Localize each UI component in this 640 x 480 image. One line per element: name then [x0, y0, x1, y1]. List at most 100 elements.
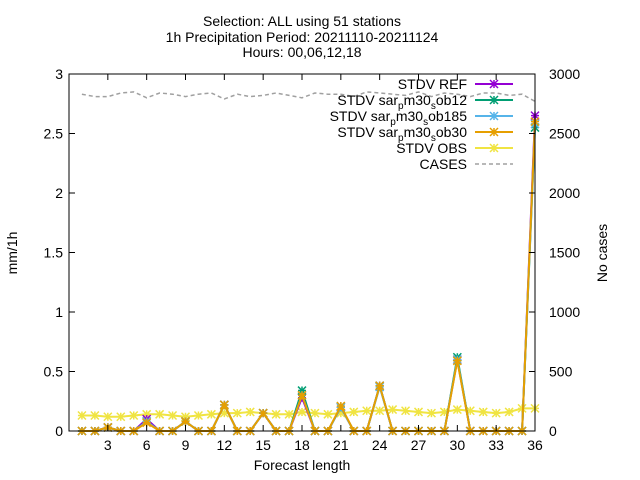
- x-tick-label: 30: [450, 437, 466, 453]
- data-point: [491, 408, 501, 418]
- y2-tick-label: 2000: [549, 185, 580, 201]
- x-tick-label: 33: [488, 437, 504, 453]
- title-line-2: 1h Precipitation Period: 20211110-202111…: [166, 29, 439, 45]
- legend-entry: STDV REF: [398, 76, 513, 92]
- data-point: [258, 408, 268, 418]
- y-tick-label: 3: [55, 66, 63, 82]
- data-point: [297, 386, 307, 396]
- data-point: [336, 401, 346, 411]
- y2-axis-label: No cases: [594, 224, 610, 282]
- x-tick-label: 27: [411, 437, 427, 453]
- data-point: [375, 381, 385, 391]
- legend-entry: STDV sarpm30sob30: [337, 124, 513, 144]
- data-point: [489, 111, 499, 121]
- legend-label: STDV OBS: [396, 140, 467, 156]
- y2-tick-label: 1000: [549, 304, 580, 320]
- legend-label: STDV REF: [398, 76, 467, 92]
- series-line: [81, 121, 536, 432]
- data-point: [116, 412, 126, 422]
- data-point: [413, 407, 424, 417]
- legend-label: STDV sarpm30sob185: [330, 108, 468, 128]
- data-point: [349, 407, 359, 417]
- data-point: [489, 79, 499, 89]
- y2-tick-label: 0: [549, 423, 557, 439]
- data-point: [219, 408, 229, 418]
- data-point: [310, 408, 320, 418]
- y2-tick-label: 1500: [549, 245, 580, 261]
- series-stdv-sar-pm30-sob12: [77, 123, 540, 436]
- x-tick-label: 3: [104, 437, 112, 453]
- legend-label: STDV sarpm30sob30: [337, 124, 467, 144]
- data-point: [388, 405, 398, 415]
- legend-label: STDV sarpm30sob12: [337, 92, 467, 112]
- series-cases: [81, 91, 536, 103]
- y-tick-label: 1: [55, 304, 63, 320]
- series-line: [81, 91, 536, 103]
- y2-tick-label: 2500: [549, 126, 580, 142]
- data-point: [219, 400, 229, 410]
- data-point: [439, 407, 449, 417]
- y-tick-label: 2.5: [44, 126, 64, 142]
- x-tick-label: 12: [217, 437, 233, 453]
- data-point: [297, 390, 307, 400]
- axis-layer: 3 6 9 12 15 18 21 24 27 30 33 3600.511.522.53050010…: [44, 66, 581, 453]
- x-tick-label: 24: [372, 437, 388, 453]
- x-tick-label: 15: [255, 437, 271, 453]
- data-point: [180, 416, 191, 427]
- data-point: [206, 409, 216, 419]
- series-stdv-sar-pm30-sob30: [77, 117, 540, 436]
- y-tick-label: 2: [55, 185, 63, 201]
- data-point: [245, 407, 255, 417]
- title-line-1: Selection: ALL using 51 stations: [203, 13, 401, 29]
- x-tick-label: 21: [333, 437, 349, 453]
- data-point: [323, 409, 333, 419]
- y-tick-label: 0.5: [44, 364, 64, 380]
- data-point: [142, 409, 152, 419]
- data-point: [478, 407, 488, 417]
- legend-entry: STDV OBS: [396, 140, 513, 156]
- legend-entry: CASES: [420, 156, 513, 172]
- series-layer: [77, 91, 540, 436]
- data-point: [180, 412, 191, 422]
- data-point: [77, 410, 87, 421]
- data-point: [168, 410, 178, 421]
- data-point: [426, 408, 436, 418]
- chart-title: Selection: ALL using 51 stations 1h Prec…: [166, 13, 439, 60]
- series-stdv-ref: [77, 111, 540, 436]
- data-point: [103, 412, 113, 422]
- data-point: [142, 418, 152, 428]
- data-point: [489, 127, 499, 137]
- data-point: [489, 143, 499, 153]
- x-axis-label: Forecast length: [254, 457, 351, 473]
- data-point: [271, 409, 281, 419]
- data-point: [336, 408, 346, 418]
- legend-label: CASES: [420, 156, 467, 172]
- y2-tick-label: 3000: [549, 66, 580, 82]
- x-tick-label: 9: [182, 437, 190, 453]
- series-line: [81, 123, 536, 432]
- data-point: [232, 408, 242, 418]
- y-tick-label: 0: [55, 423, 63, 439]
- data-point: [401, 406, 411, 416]
- legend-entry: STDV sarpm30sob12: [337, 92, 513, 112]
- data-point: [193, 410, 203, 421]
- title-line-3: Hours: 00,06,12,18: [242, 44, 361, 60]
- x-tick-label: 18: [294, 437, 310, 453]
- data-point: [155, 409, 165, 419]
- y2-tick-label: 500: [549, 364, 573, 380]
- data-point: [452, 356, 462, 366]
- x-tick-label: 36: [527, 437, 543, 453]
- series-line: [81, 127, 536, 432]
- series-stdv-sar-pm30-sob185: [77, 119, 540, 436]
- data-point: [297, 407, 307, 417]
- data-point: [284, 409, 294, 419]
- data-point: [362, 406, 372, 416]
- y-axis-label: mm/1h: [4, 232, 20, 275]
- data-point: [90, 410, 100, 421]
- data-point: [375, 406, 385, 416]
- series-line: [81, 115, 536, 432]
- y-tick-label: 1.5: [44, 245, 64, 261]
- data-point: [452, 405, 462, 415]
